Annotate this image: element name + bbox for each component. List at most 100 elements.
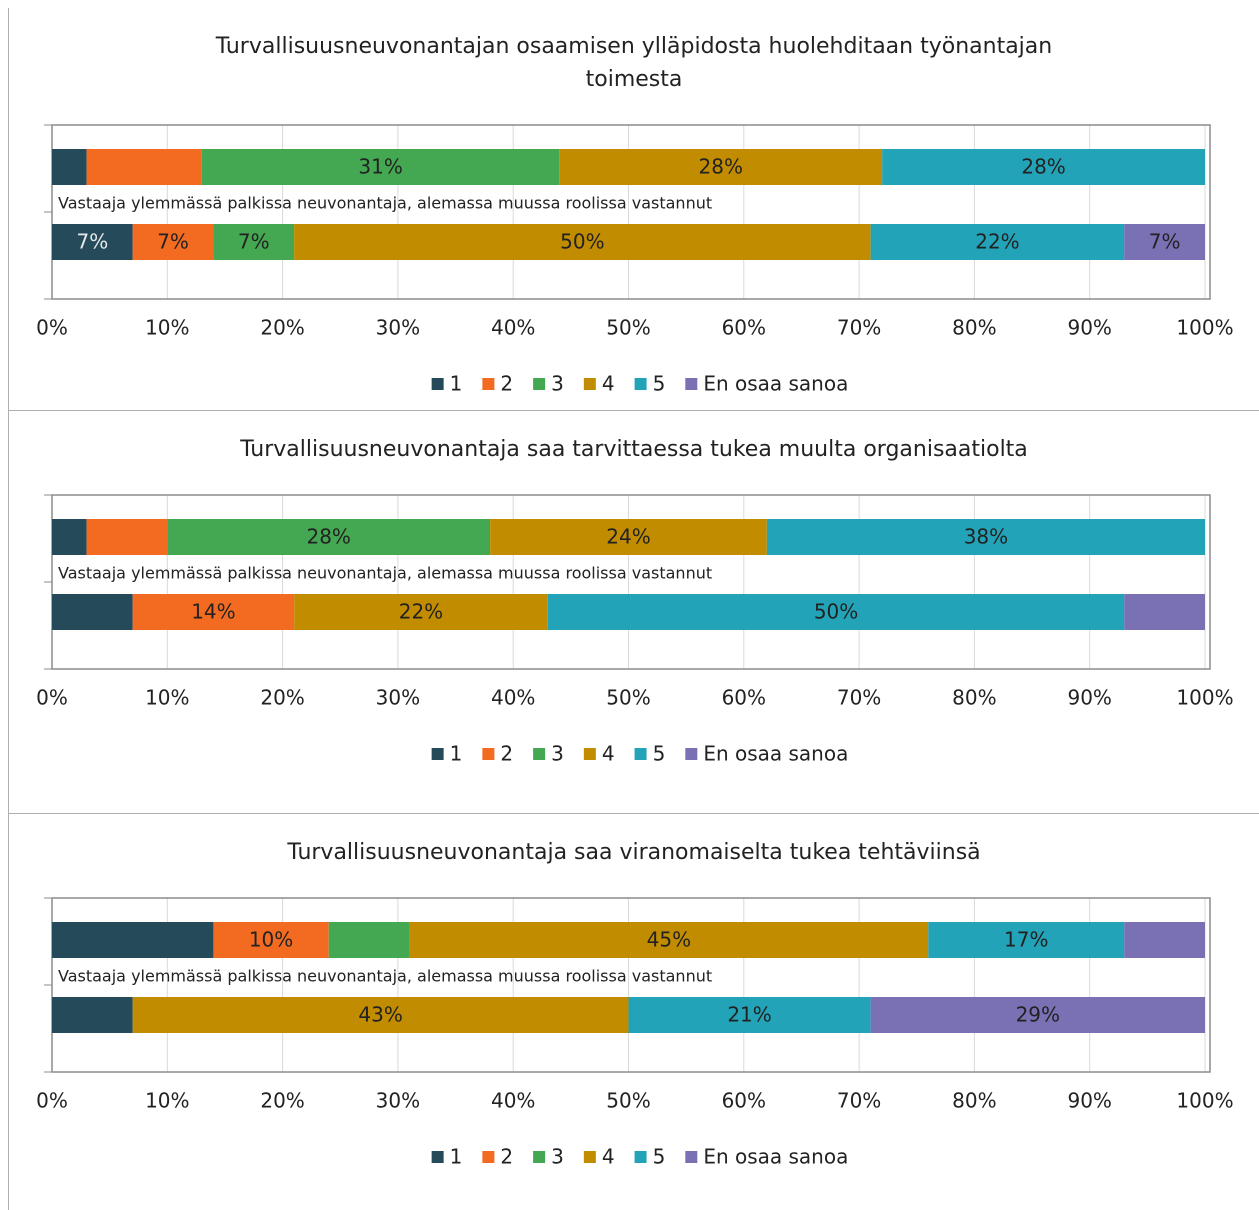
legend-swatch (685, 378, 698, 390)
x-tick-label: 20% (260, 316, 304, 340)
data-label: 50% (560, 230, 604, 254)
legend-swatch (634, 748, 647, 760)
data-label: 43% (358, 1003, 402, 1027)
x-tick-label: 40% (491, 686, 535, 710)
chart-title: Turvallisuusneuvonantaja saa tarvittaess… (240, 437, 1028, 462)
bar-segment (628, 997, 871, 1033)
bar-segment (132, 224, 214, 260)
data-label: 28% (1021, 155, 1065, 179)
legend-label: 2 (500, 372, 513, 396)
data-label: 29% (1016, 1003, 1060, 1027)
bar-segment (52, 594, 133, 630)
chart-panel: Turvallisuusneuvonantaja saa viranomaise… (8, 813, 1259, 1210)
data-label: 28% (306, 525, 350, 549)
data-label: 7% (157, 230, 189, 254)
legend-label: En osaa sanoa (703, 1145, 848, 1169)
legend-swatch (533, 378, 546, 390)
x-tick-label: 10% (145, 316, 189, 340)
legend-label: En osaa sanoa (703, 742, 848, 766)
legend-swatch (431, 748, 444, 760)
x-tick-label: 60% (722, 686, 766, 710)
bar-segment (167, 519, 491, 555)
x-tick-label: 30% (376, 1089, 420, 1113)
bar-segment (882, 149, 1205, 185)
data-label: 50% (814, 600, 858, 624)
legend-label: 4 (602, 372, 615, 396)
bar-segment (132, 594, 295, 630)
legend-swatch (431, 378, 444, 390)
bar-segment (52, 922, 214, 958)
bar-segment (52, 519, 87, 555)
data-label: 38% (964, 525, 1008, 549)
legend-label: 4 (602, 1145, 615, 1169)
bar-segment (213, 922, 329, 958)
legend-swatch (583, 1151, 596, 1163)
x-tick-label: 90% (1067, 316, 1111, 340)
data-label: 45% (647, 928, 691, 952)
legend-swatch (533, 748, 546, 760)
bar-segment (201, 149, 560, 185)
annotation: Vastaaja ylemmässä palkissa neuvonantaja… (58, 564, 712, 583)
legend-label: 2 (500, 1145, 513, 1169)
legend-swatch (482, 378, 495, 390)
x-tick-label: 50% (606, 686, 650, 710)
x-tick-label: 50% (606, 316, 650, 340)
bar-segment (328, 922, 410, 958)
data-label: 31% (358, 155, 402, 179)
bar-segment (86, 149, 202, 185)
bar-segment (928, 922, 1125, 958)
chart-title: Turvallisuusneuvonantaja saa viranomaise… (287, 840, 981, 865)
legend-label: 5 (653, 1145, 666, 1169)
chart: 0% 10% 20% 30% 40% 50% 60% 70% 80% 90% 100% 28% 24% 3… (36, 494, 1234, 766)
bar-segment (86, 519, 168, 555)
chart-title: Turvallisuusneuvonantajan osaamisen yllä… (215, 34, 1053, 92)
data-label: 10% (249, 928, 293, 952)
x-tick-label: 20% (260, 1089, 304, 1113)
bar-segment (409, 922, 929, 958)
bar-segment (52, 149, 87, 185)
x-tick-label: 40% (491, 1089, 535, 1113)
legend-label: En osaa sanoa (703, 372, 848, 396)
data-label: 7% (1149, 230, 1181, 254)
bar-segment (52, 997, 133, 1033)
x-tick-label: 70% (837, 686, 881, 710)
chart-panel: Turvallisuusneuvonantajan osaamisen yllä… (8, 8, 1259, 410)
x-tick-label: 60% (722, 316, 766, 340)
x-tick-label: 50% (606, 1089, 650, 1113)
legend-swatch (533, 1151, 546, 1163)
bar-segment (132, 997, 629, 1033)
legend-label: 3 (551, 1145, 564, 1169)
data-label: 21% (727, 1003, 771, 1027)
legend-swatch (685, 1151, 698, 1163)
legend-swatch (583, 378, 596, 390)
x-tick-label: 10% (145, 1089, 189, 1113)
legend-label: 2 (500, 742, 513, 766)
chart: 0% 10% 20% 30% 40% 50% 60% 70% 80% 90% 100% 10% 45% 1… (36, 897, 1234, 1169)
x-tick-label: 30% (376, 686, 420, 710)
bar-segment (52, 224, 133, 260)
data-label: 14% (191, 600, 235, 624)
x-tick-label: 30% (376, 316, 420, 340)
x-tick-label: 70% (837, 316, 881, 340)
x-tick-label: 70% (837, 1089, 881, 1113)
x-tick-label: 80% (952, 686, 996, 710)
legend-label: 1 (450, 742, 463, 766)
x-tick-label: 90% (1067, 1089, 1111, 1113)
legend-swatch (634, 378, 647, 390)
bar-segment (490, 519, 767, 555)
data-label: 28% (699, 155, 743, 179)
legend-swatch (634, 1151, 647, 1163)
legend-label: 1 (450, 372, 463, 396)
legend-label: 3 (551, 742, 564, 766)
x-tick-label: 80% (952, 316, 996, 340)
legend-label: 3 (551, 372, 564, 396)
bar-segment (870, 224, 1125, 260)
bar-segment (559, 149, 883, 185)
legend-swatch (482, 748, 495, 760)
data-label: 7% (238, 230, 270, 254)
legend-swatch (685, 748, 698, 760)
bar-segment (294, 594, 548, 630)
bar-segment (213, 224, 295, 260)
chart: 0% 10% 20% 30% 40% 50% 60% 70% 80% 90% 100% 31% 28% 2… (36, 124, 1234, 396)
